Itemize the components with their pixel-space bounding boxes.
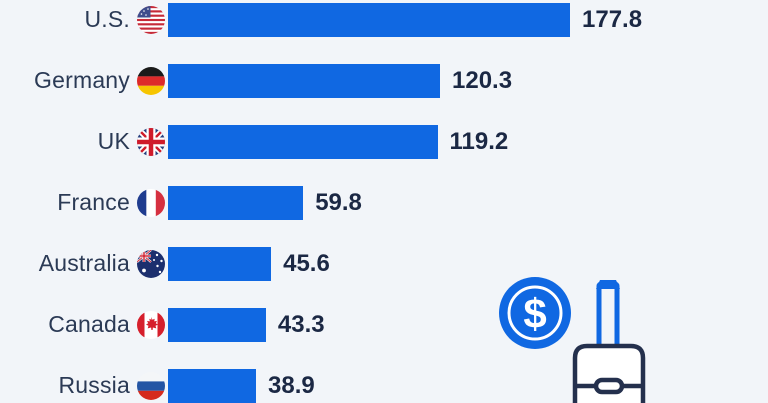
- ru-flag-icon: [137, 371, 165, 400]
- bar-ru: [168, 368, 256, 403]
- value-label: 38.9: [268, 371, 315, 399]
- value-label: 177.8: [582, 5, 643, 33]
- country-label: Russia: [58, 372, 130, 398]
- bar-row-au: Australia 45.6: [0, 233, 768, 294]
- bar-ca: [168, 307, 266, 342]
- suitcase-handle-icon: [596, 280, 620, 351]
- uk-flag-icon: [137, 127, 165, 156]
- money-luggage-illustration: $: [499, 277, 646, 403]
- bar-us: [168, 2, 570, 37]
- value-label: 119.2: [449, 127, 509, 155]
- country-label: Germany: [34, 67, 130, 93]
- us-flag-icon: [137, 5, 165, 34]
- value-label: 59.8: [315, 188, 362, 216]
- bar-de: [168, 63, 440, 98]
- value-label: 45.6: [283, 249, 330, 277]
- country-label: UK: [97, 128, 130, 154]
- bar-row-fr: France 59.8: [0, 172, 768, 233]
- value-label: 120.3: [452, 66, 513, 94]
- au-flag-icon: [137, 249, 165, 278]
- bar-row-uk: UK 119.2: [0, 111, 768, 172]
- ca-flag-icon: [137, 310, 165, 339]
- bar-uk: [168, 124, 438, 159]
- bar-row-ca: Canada 43.3: [0, 294, 768, 355]
- dollar-coin-icon: $: [499, 277, 571, 349]
- fr-flag-icon: [137, 188, 165, 217]
- country-label: U.S.: [84, 6, 130, 32]
- country-label: Australia: [38, 250, 130, 276]
- de-flag-icon: [137, 66, 165, 95]
- country-label: France: [57, 189, 130, 215]
- bar-au: [168, 246, 272, 281]
- value-label: 43.3: [277, 310, 325, 338]
- country-label: Canada: [48, 311, 130, 337]
- bar-row-de: Germany 120.3: [0, 50, 768, 111]
- dollar-symbol: $: [523, 290, 546, 337]
- bar-row-us: U.S. 177.8: [0, 0, 768, 50]
- bar-fr: [168, 185, 304, 220]
- bar-row-ru: Russia 38.9: [0, 355, 768, 403]
- suitcase-icon: [572, 343, 646, 403]
